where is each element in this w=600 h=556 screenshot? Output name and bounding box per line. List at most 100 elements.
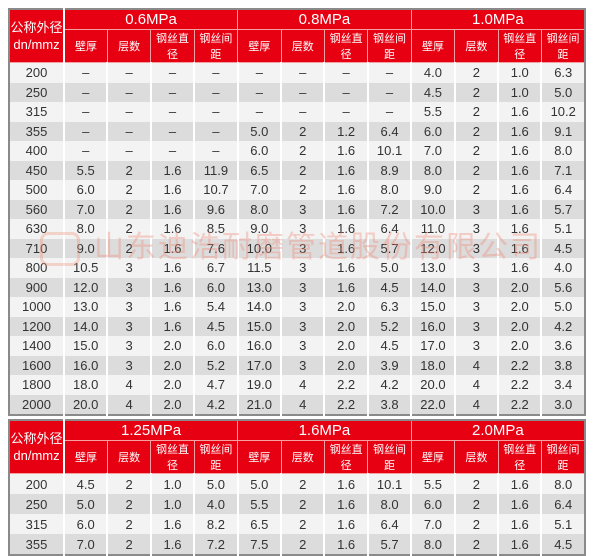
value-cell: 10.2 (540, 102, 585, 122)
value-cell: – (149, 121, 195, 141)
sub-column-header: 钢丝间距 (540, 440, 586, 474)
value-cell: 3 (280, 355, 325, 375)
value-cell: 1.6 (497, 121, 542, 141)
table-row: 315– – – – – – – –5.5 2 1.6 10.2 (9, 102, 585, 122)
sub-column-header: 壁厚 (63, 29, 108, 63)
value-cell: 9.0 (410, 180, 455, 200)
value-cell: 2 (453, 514, 499, 534)
value-cell: – (193, 141, 238, 161)
sub-column-header: 壁厚 (410, 440, 456, 474)
value-cell: – (193, 82, 238, 102)
table-row: 250 5.0 2 1.0 4.0 5.5 2 1.6 8.0 6.0 2 1.6 6.4 (9, 494, 585, 514)
value-cell: 2 (106, 534, 151, 555)
value-cell: 6.4 (540, 494, 585, 514)
value-cell: – (149, 141, 195, 161)
value-cell: 1.6 (497, 199, 542, 219)
table-row: 250– – – – – – – –4.5 2 1.0 5.0 (9, 82, 585, 102)
table-row: 800 10.5 3 1.6 6.7 11.5 3 1.6 5.0 13.0 3 1.6 4.0 (9, 258, 585, 278)
value-cell: 4 (453, 375, 499, 395)
value-cell: 2.0 (323, 336, 368, 356)
value-cell: – (62, 62, 108, 83)
sub-header-row: 壁厚 层数 钢丝直径 钢丝间距 壁厚 层数 钢丝直径 钢丝间距 壁厚 层数 钢丝直径 钢丝间距 (9, 440, 586, 474)
value-cell: 3 (280, 336, 325, 356)
value-cell: 1.6 (497, 258, 542, 278)
value-cell: 8.0 (62, 219, 108, 239)
value-cell: – (106, 102, 151, 122)
value-cell: 2 (106, 219, 151, 239)
value-cell: 1.6 (323, 141, 368, 161)
value-cell: 1.6 (323, 514, 368, 534)
value-cell: 8.5 (193, 219, 238, 239)
spec-table-high-pressure: 公称外径 dn/mmz 1.25MPa 1.6MPa 2.0MPa 壁厚 层数 钢丝直径 钢丝间… (8, 419, 586, 556)
sub-column-header: 壁厚 (237, 440, 282, 474)
value-cell: 6.4 (366, 219, 412, 239)
value-cell: – (106, 82, 151, 102)
value-cell: 6.0 (236, 141, 282, 161)
table-row: 1600 16.0 3 2.0 5.2 17.0 3 2.0 3.9 18.0 4 2.2 3.8 (9, 355, 585, 375)
value-cell: 1.6 (497, 473, 542, 494)
sub-column-header: 钢丝直径 (497, 29, 542, 63)
value-cell: 4.7 (193, 375, 238, 395)
value-cell: – (106, 62, 151, 83)
value-cell: – (280, 102, 325, 122)
value-cell: 11.5 (236, 258, 282, 278)
value-cell: 14.0 (236, 297, 282, 317)
sub-column-header: 钢丝间距 (367, 29, 412, 63)
value-cell: 9.0 (62, 238, 108, 258)
value-cell: 1.6 (149, 534, 195, 555)
value-cell: 14.0 (410, 277, 455, 297)
value-cell: 6.7 (193, 258, 238, 278)
value-cell: 8.0 (410, 534, 455, 555)
value-cell: 2 (106, 160, 151, 180)
value-cell: 20.0 (410, 375, 455, 395)
value-cell: 5.2 (193, 355, 238, 375)
value-cell: – (236, 62, 282, 83)
table-row: 200 4.5 2 1.0 5.0 5.0 2 1.6 10.1 5.5 2 1.6 8.0 (9, 473, 585, 494)
diameter-cell: 630 (9, 219, 65, 239)
value-cell: 4.5 (366, 277, 412, 297)
value-cell: 2.0 (149, 375, 195, 395)
value-cell: 1.6 (497, 219, 542, 239)
value-cell: 1.6 (323, 219, 368, 239)
diameter-cell: 315 (9, 102, 65, 122)
value-cell: 9.6 (193, 199, 238, 219)
value-cell: 1.6 (323, 277, 368, 297)
value-cell: 10.1 (366, 473, 412, 494)
value-cell: 5.2 (366, 316, 412, 336)
value-cell: 1.6 (323, 473, 368, 494)
value-cell: 17.0 (236, 355, 282, 375)
value-cell: 13.0 (236, 277, 282, 297)
table-row: 1400 15.0 3 2.0 6.0 16.0 3 2.0 4.5 17.0 3 2.0 3.6 (9, 336, 585, 356)
diameter-cell: 1000 (9, 297, 65, 317)
table-row: 2000 20.0 4 2.0 4.2 21.0 4 2.2 3.8 22.0 4 2.2 3.0 (9, 394, 585, 415)
diameter-cell: 2000 (9, 394, 65, 415)
value-cell: – (62, 141, 108, 161)
value-cell: 21.0 (236, 394, 282, 415)
value-cell: – (106, 121, 151, 141)
value-cell: 5.0 (366, 258, 412, 278)
value-cell: – (106, 141, 151, 161)
value-cell: – (280, 82, 325, 102)
value-cell: 2 (453, 534, 499, 555)
value-cell: – (149, 102, 195, 122)
value-cell: 1.6 (497, 160, 542, 180)
value-cell: 3 (453, 316, 499, 336)
value-cell: 5.1 (540, 514, 585, 534)
value-cell: 3 (453, 297, 499, 317)
value-cell: – (236, 82, 282, 102)
value-cell: 8.0 (236, 199, 282, 219)
diameter-cell: 710 (9, 238, 65, 258)
value-cell: 1.6 (323, 238, 368, 258)
value-cell: 5.0 (540, 82, 585, 102)
table-row: 450 5.5 2 1.6 11.9 6.5 2 1.6 8.9 8.0 2 1.6 7.1 (9, 160, 585, 180)
table-row: 500 6.0 2 1.6 10.7 7.0 2 1.6 8.0 9.0 2 1.6 6.4 (9, 180, 585, 200)
value-cell: 2.2 (497, 375, 542, 395)
value-cell: 6.3 (366, 297, 412, 317)
value-cell: – (323, 62, 368, 83)
value-cell: 5.4 (193, 297, 238, 317)
value-cell: 2.0 (497, 316, 542, 336)
value-cell: 4.5 (62, 473, 108, 494)
table-row: 400– – – –6.0 2 1.6 10.1 7.0 2 1.6 8.0 (9, 141, 585, 161)
value-cell: 4.2 (540, 316, 585, 336)
value-cell: 2 (453, 473, 499, 494)
